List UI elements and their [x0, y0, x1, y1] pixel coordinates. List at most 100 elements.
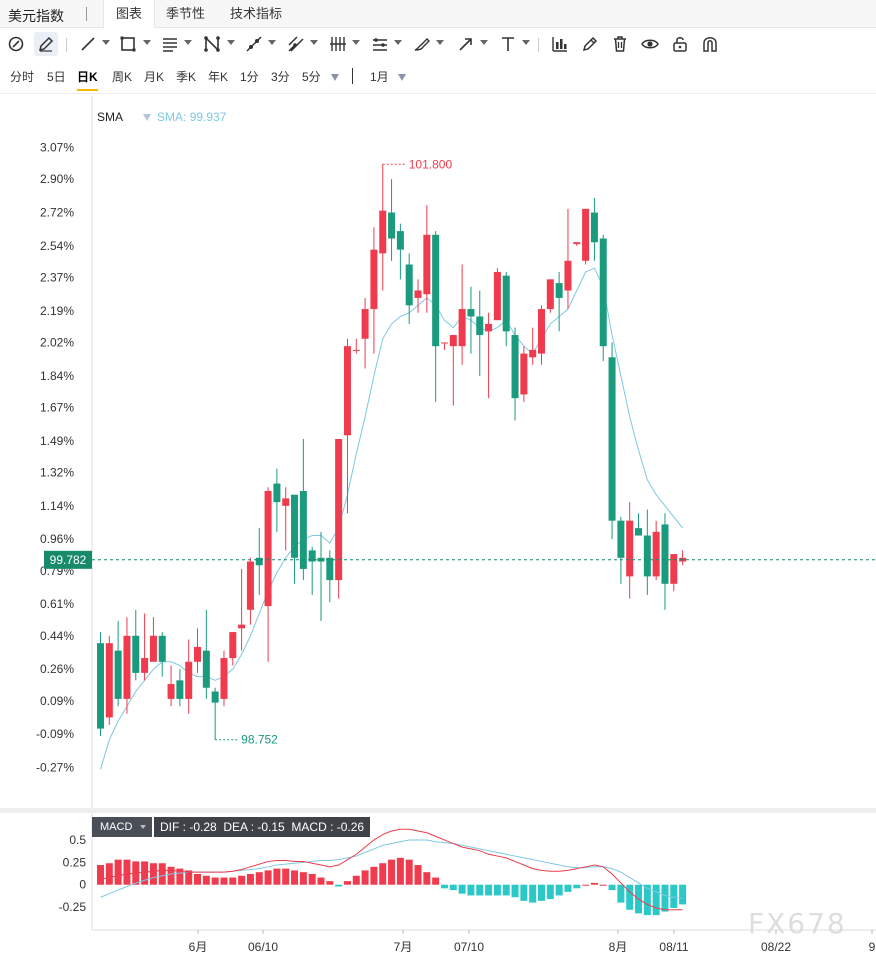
period-monthly-k[interactable]: 月K [144, 70, 165, 84]
chevron-down-icon[interactable] [480, 40, 488, 45]
period-quarterly-k[interactable]: 季K [176, 70, 197, 84]
period-yearly-k[interactable]: 年K [208, 70, 229, 84]
candlestick-chart[interactable]: 3.07% 2.90% 2.72% 2.54% 2.37% 2.19% 2.02% 1.84%… [0, 96, 876, 808]
period-5-min[interactable]: 5分 [302, 70, 321, 84]
macd-bar [379, 863, 387, 885]
chevron-down-icon[interactable] [352, 40, 360, 45]
candle-body [370, 249, 378, 310]
macd-bar [617, 884, 625, 903]
candle [167, 665, 175, 707]
price-tick-label: 0.61% [40, 597, 74, 611]
rectangle-icon[interactable] [116, 32, 140, 56]
period-selector-bar: 分时 5日 日K 周K 月K 季K 年K 1分 3分 5分 1月 [0, 60, 876, 94]
candle [379, 164, 387, 291]
tab-seasonality[interactable]: 季节性 [166, 6, 206, 21]
chevron-down-icon[interactable] [436, 40, 444, 45]
period-weekly-k[interactable]: 周K [112, 70, 133, 84]
macd-bar [352, 875, 360, 885]
macd-bar [458, 884, 466, 894]
tab-chart[interactable]: 图表 [103, 0, 156, 29]
period-1-min[interactable]: 1分 [240, 70, 259, 84]
candle-body [114, 650, 122, 699]
candle [176, 669, 184, 707]
date-tick-label: 7月 [394, 940, 413, 954]
candle-body [273, 483, 281, 503]
indicator-icon[interactable] [548, 32, 572, 56]
macd-bar [476, 884, 484, 896]
tab-technical-indicators[interactable]: 技术指标 [230, 6, 283, 21]
candle-body [564, 260, 572, 291]
macd-bar [158, 863, 166, 885]
candle [582, 208, 590, 265]
price-tick-label: 1.84% [40, 369, 74, 383]
candle [546, 279, 554, 313]
candle [502, 271, 510, 347]
candle [449, 335, 457, 406]
candle [229, 632, 237, 666]
candle [149, 617, 157, 662]
period-daily-k[interactable]: 日K [77, 66, 98, 91]
brush-icon[interactable] [410, 32, 434, 56]
fork-icon[interactable] [284, 32, 308, 56]
text-icon[interactable] [496, 32, 520, 56]
trendline-icon[interactable] [242, 32, 266, 56]
chevron-down-icon[interactable] [268, 40, 276, 45]
candle-body [520, 353, 528, 395]
watermark-logo: FX678 [748, 907, 847, 940]
candle-body [141, 658, 149, 673]
candle-body [282, 498, 290, 506]
macd-bar [661, 884, 669, 912]
candle [343, 338, 351, 514]
eye-icon[interactable] [638, 32, 662, 56]
chevron-down-icon[interactable] [310, 40, 318, 45]
macd-bar [643, 884, 651, 916]
candle-body [132, 635, 140, 673]
macd-bar [326, 881, 334, 885]
price-tick-label: 1.14% [40, 499, 74, 513]
chevron-down-icon[interactable] [184, 40, 192, 45]
period-5-day[interactable]: 5日 [47, 70, 66, 84]
pane-divider[interactable] [0, 808, 876, 813]
chevron-down-icon[interactable] [394, 40, 402, 45]
macd-chart[interactable]: 0.5 0.25 0 -0.25 6月 06/10 7月 07/10 8月 08/11 08/22… [0, 813, 876, 960]
candle [608, 342, 616, 540]
chevron-down-icon[interactable] [143, 40, 151, 45]
chevron-down-icon[interactable] [522, 40, 530, 45]
pencil-icon[interactable] [34, 32, 58, 56]
ruler-icon[interactable] [368, 32, 392, 56]
channel-icon[interactable] [158, 32, 182, 56]
period-intraday[interactable]: 分时 [10, 70, 35, 84]
candle-body [388, 212, 396, 239]
fibonacci-icon[interactable] [326, 32, 350, 56]
price-tick-label: 1.32% [40, 465, 74, 479]
candle [326, 550, 334, 603]
candle [317, 531, 325, 621]
edit-icon[interactable] [578, 32, 602, 56]
macd-bar [555, 884, 563, 896]
macd-bar [432, 877, 440, 885]
chevron-down-icon[interactable] [143, 114, 152, 122]
macd-indicator-selector[interactable]: MACD [92, 817, 152, 837]
pattern-icon[interactable] [200, 32, 224, 56]
trash-icon[interactable] [608, 32, 632, 56]
line-icon[interactable] [76, 32, 100, 56]
period-3-min[interactable]: 3分 [271, 70, 290, 84]
macd-bar [264, 870, 272, 885]
arrow-icon[interactable] [454, 32, 478, 56]
more-periods-dropdown[interactable] [331, 74, 339, 81]
range-dropdown[interactable] [398, 74, 406, 81]
candle [599, 234, 607, 362]
cursor-icon[interactable] [4, 32, 28, 56]
macd-bar [529, 884, 537, 903]
chevron-down-icon[interactable] [227, 40, 235, 45]
lock-icon[interactable] [668, 32, 692, 56]
candle [264, 487, 272, 662]
macd-values: DIF : -0.28 DEA : -0.15 MACD : -0.26 [154, 817, 371, 837]
candle [361, 297, 369, 369]
macd-bar [590, 882, 598, 885]
chevron-down-icon[interactable] [102, 40, 110, 45]
magnet-icon[interactable] [698, 32, 722, 56]
range-selector[interactable]: 1月 [370, 70, 389, 84]
candle-body [511, 335, 519, 399]
sma-legend[interactable]: SMA SMA: 99.937 [97, 110, 226, 124]
